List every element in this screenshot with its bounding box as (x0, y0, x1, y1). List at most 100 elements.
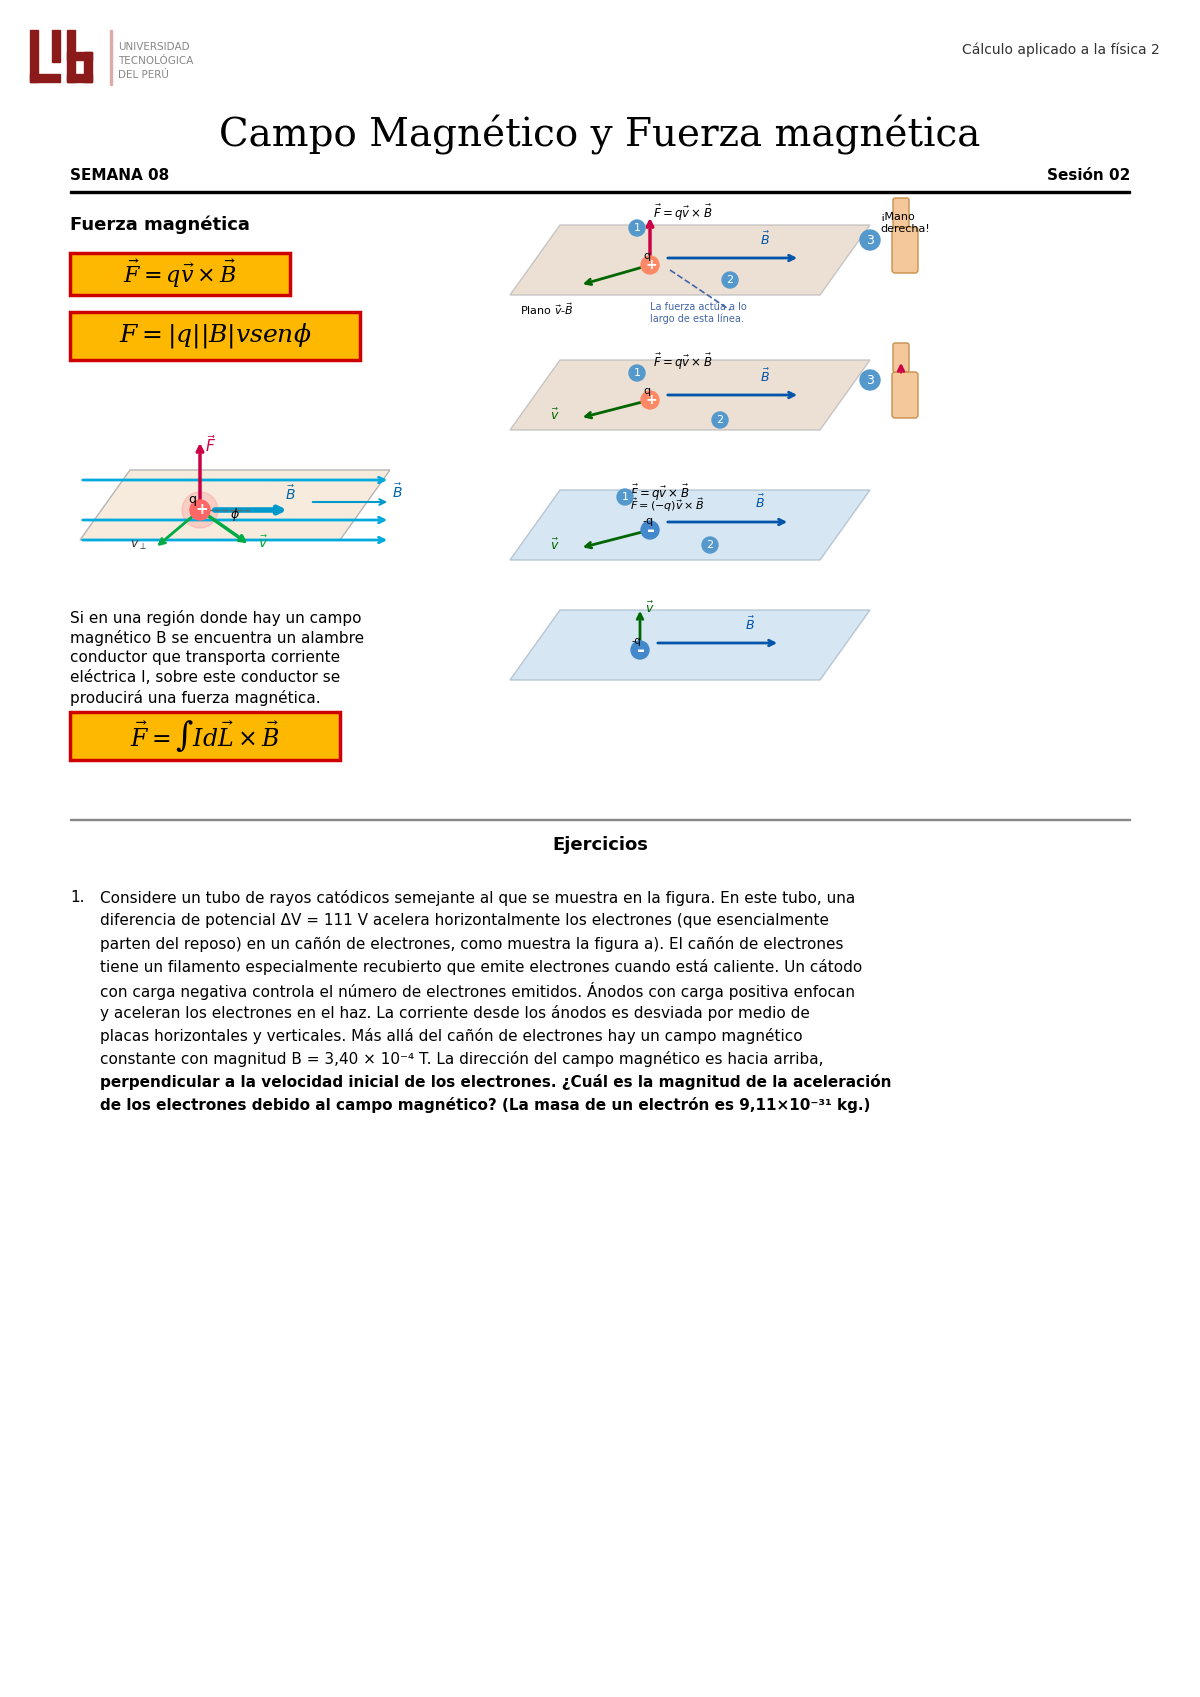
Text: q: q (643, 385, 650, 395)
Text: q: q (643, 251, 650, 261)
Text: Campo Magnético y Fuerza magnética: Campo Magnético y Fuerza magnética (220, 115, 980, 154)
Circle shape (860, 231, 880, 249)
FancyBboxPatch shape (892, 227, 918, 273)
Text: 2: 2 (716, 416, 724, 424)
Circle shape (641, 256, 659, 273)
Text: q: q (188, 494, 196, 506)
Text: $\vec{F} = q\vec{v} \times \vec{B}$: $\vec{F} = q\vec{v} \times \vec{B}$ (653, 351, 713, 372)
Text: constante con magnitud B = 3,40 × 10⁻⁴ T. La dirección del campo magnético es ha: constante con magnitud B = 3,40 × 10⁻⁴ T… (100, 1050, 823, 1067)
Bar (52, 31, 60, 63)
Circle shape (641, 521, 659, 540)
Text: de los electrones debido al campo magnético? (La masa de un electrón es 9,11×10⁻: de los electrones debido al campo magnét… (100, 1096, 870, 1113)
Text: $\vec{B}$: $\vec{B}$ (755, 494, 764, 511)
Text: magnético B se encuentra un alambre: magnético B se encuentra un alambre (70, 630, 364, 647)
Circle shape (641, 390, 659, 409)
Text: 2: 2 (707, 540, 714, 550)
Text: $\vec{B}$: $\vec{B}$ (392, 482, 403, 501)
FancyBboxPatch shape (70, 253, 290, 295)
Polygon shape (80, 470, 390, 540)
Circle shape (702, 536, 718, 553)
Text: 1: 1 (634, 368, 641, 378)
Circle shape (629, 365, 646, 382)
Text: +: + (196, 502, 209, 518)
Text: perpendicular a la velocidad inicial de los electrones. ¿Cuál es la magnitud de : perpendicular a la velocidad inicial de … (100, 1074, 892, 1089)
Text: diferencia de potencial ΔV = 111 V acelera horizontalmente los electrones (que e: diferencia de potencial ΔV = 111 V acele… (100, 913, 829, 928)
Text: $\vec{B}$: $\vec{B}$ (286, 484, 295, 502)
Text: $F = |q||B|vsen\phi$: $F = |q||B|vsen\phi$ (119, 321, 311, 351)
Text: Plano $\vec{v}$-$\vec{B}$: Plano $\vec{v}$-$\vec{B}$ (520, 302, 574, 317)
Bar (84, 53, 92, 81)
Text: 1: 1 (634, 222, 641, 232)
Text: $\vec{F} = q\vec{v} \times \vec{B}$: $\vec{F} = q\vec{v} \times \vec{B}$ (653, 204, 713, 222)
Polygon shape (510, 490, 870, 560)
Circle shape (629, 221, 646, 236)
Circle shape (631, 641, 649, 658)
Text: $\vec{v}$: $\vec{v}$ (258, 535, 269, 552)
Text: 1: 1 (622, 492, 629, 502)
Text: Ejercicios: Ejercicios (552, 837, 648, 854)
FancyBboxPatch shape (892, 372, 918, 417)
Text: ¡Mano
derecha!: ¡Mano derecha! (880, 212, 930, 234)
Text: $v_\perp$: $v_\perp$ (130, 540, 146, 552)
Text: $\vec{B}$: $\vec{B}$ (760, 368, 770, 385)
Text: Considere un tubo de rayos catódicos semejante al que se muestra en la figura. E: Considere un tubo de rayos catódicos sem… (100, 889, 856, 906)
Circle shape (617, 489, 634, 506)
Text: -q: -q (642, 516, 653, 526)
Text: 3: 3 (866, 373, 874, 387)
Text: UNIVERSIDAD
TECNOLÓGICA
DEL PERÚ: UNIVERSIDAD TECNOLÓGICA DEL PERÚ (118, 42, 193, 80)
FancyBboxPatch shape (29, 24, 121, 83)
Text: placas horizontales y verticales. Más allá del cañón de electrones hay un campo : placas horizontales y verticales. Más al… (100, 1028, 803, 1044)
Text: $\vec{v}$: $\vec{v}$ (550, 538, 559, 553)
Text: Si en una región donde hay un campo: Si en una región donde hay un campo (70, 609, 361, 626)
Circle shape (190, 501, 210, 519)
Text: -q: -q (632, 636, 642, 647)
Bar (67, 53, 92, 59)
Text: eléctrica I, sobre este conductor se: eléctrica I, sobre este conductor se (70, 670, 341, 686)
Circle shape (722, 272, 738, 288)
Text: $\vec{v}$: $\vec{v}$ (550, 407, 559, 423)
Text: +: + (646, 258, 656, 272)
FancyBboxPatch shape (70, 312, 360, 360)
Text: SEMANA 08: SEMANA 08 (70, 168, 169, 183)
Text: $\vec{F} = q\vec{v} \times \vec{B}$: $\vec{F} = q\vec{v} \times \vec{B}$ (630, 484, 689, 502)
Text: Sesión 02: Sesión 02 (1046, 168, 1130, 183)
Text: $\vec{v}$: $\vec{v}$ (646, 601, 654, 616)
Text: tiene un filamento especialmente recubierto que emite electrones cuando está cal: tiene un filamento especialmente recubie… (100, 959, 863, 976)
Circle shape (182, 492, 218, 528)
Bar (67, 75, 92, 81)
Text: 1.: 1. (70, 889, 84, 905)
FancyBboxPatch shape (893, 343, 910, 372)
Text: y aceleran los electrones en el haz. La corriente desde los ánodos es desviada p: y aceleran los electrones en el haz. La … (100, 1005, 810, 1022)
Text: $\vec{F} = \int Id\vec{L} \times \vec{B}$: $\vec{F} = \int Id\vec{L} \times \vec{B}… (130, 718, 280, 753)
Text: La fuerza actúa a lo
largo de esta línea.: La fuerza actúa a lo largo de esta línea… (650, 302, 746, 324)
FancyBboxPatch shape (70, 713, 340, 760)
Text: +: + (646, 394, 656, 407)
Bar (110, 31, 112, 85)
Text: $\vec{B}$: $\vec{B}$ (745, 616, 755, 633)
Text: $\phi$: $\phi$ (230, 506, 240, 523)
Text: $\vec{F} = (-q)\vec{v} \times \vec{B}$: $\vec{F} = (-q)\vec{v} \times \vec{B}$ (630, 496, 704, 514)
Text: con carga negativa controla el número de electrones emitidos. Ánodos con carga p: con carga negativa controla el número de… (100, 983, 854, 1000)
Text: 3: 3 (866, 234, 874, 246)
Text: $\vec{F}$: $\vec{F}$ (205, 434, 216, 455)
FancyBboxPatch shape (893, 199, 910, 227)
Bar (70, 190, 1130, 193)
Polygon shape (510, 226, 870, 295)
Bar (67, 31, 74, 81)
Text: -: - (647, 521, 655, 540)
Text: $\vec{B}$: $\vec{B}$ (760, 231, 770, 248)
Polygon shape (510, 609, 870, 680)
Text: Fuerza magnética: Fuerza magnética (70, 216, 250, 234)
Text: producirá una fuerza magnética.: producirá una fuerza magnética. (70, 691, 320, 706)
Circle shape (860, 370, 880, 390)
Text: -: - (637, 640, 646, 660)
Bar (30, 75, 60, 81)
Bar (30, 31, 38, 81)
Polygon shape (510, 360, 870, 429)
Text: $\vec{F} = q\vec{v} \times \vec{B}$: $\vec{F} = q\vec{v} \times \vec{B}$ (122, 258, 238, 290)
Text: parten del reposo) en un cañón de electrones, como muestra la figura a). El cañó: parten del reposo) en un cañón de electr… (100, 937, 844, 952)
Circle shape (712, 412, 728, 428)
Text: conductor que transporta corriente: conductor que transporta corriente (70, 650, 340, 665)
Text: 2: 2 (726, 275, 733, 285)
Text: Cálculo aplicado a la física 2: Cálculo aplicado a la física 2 (962, 42, 1160, 58)
